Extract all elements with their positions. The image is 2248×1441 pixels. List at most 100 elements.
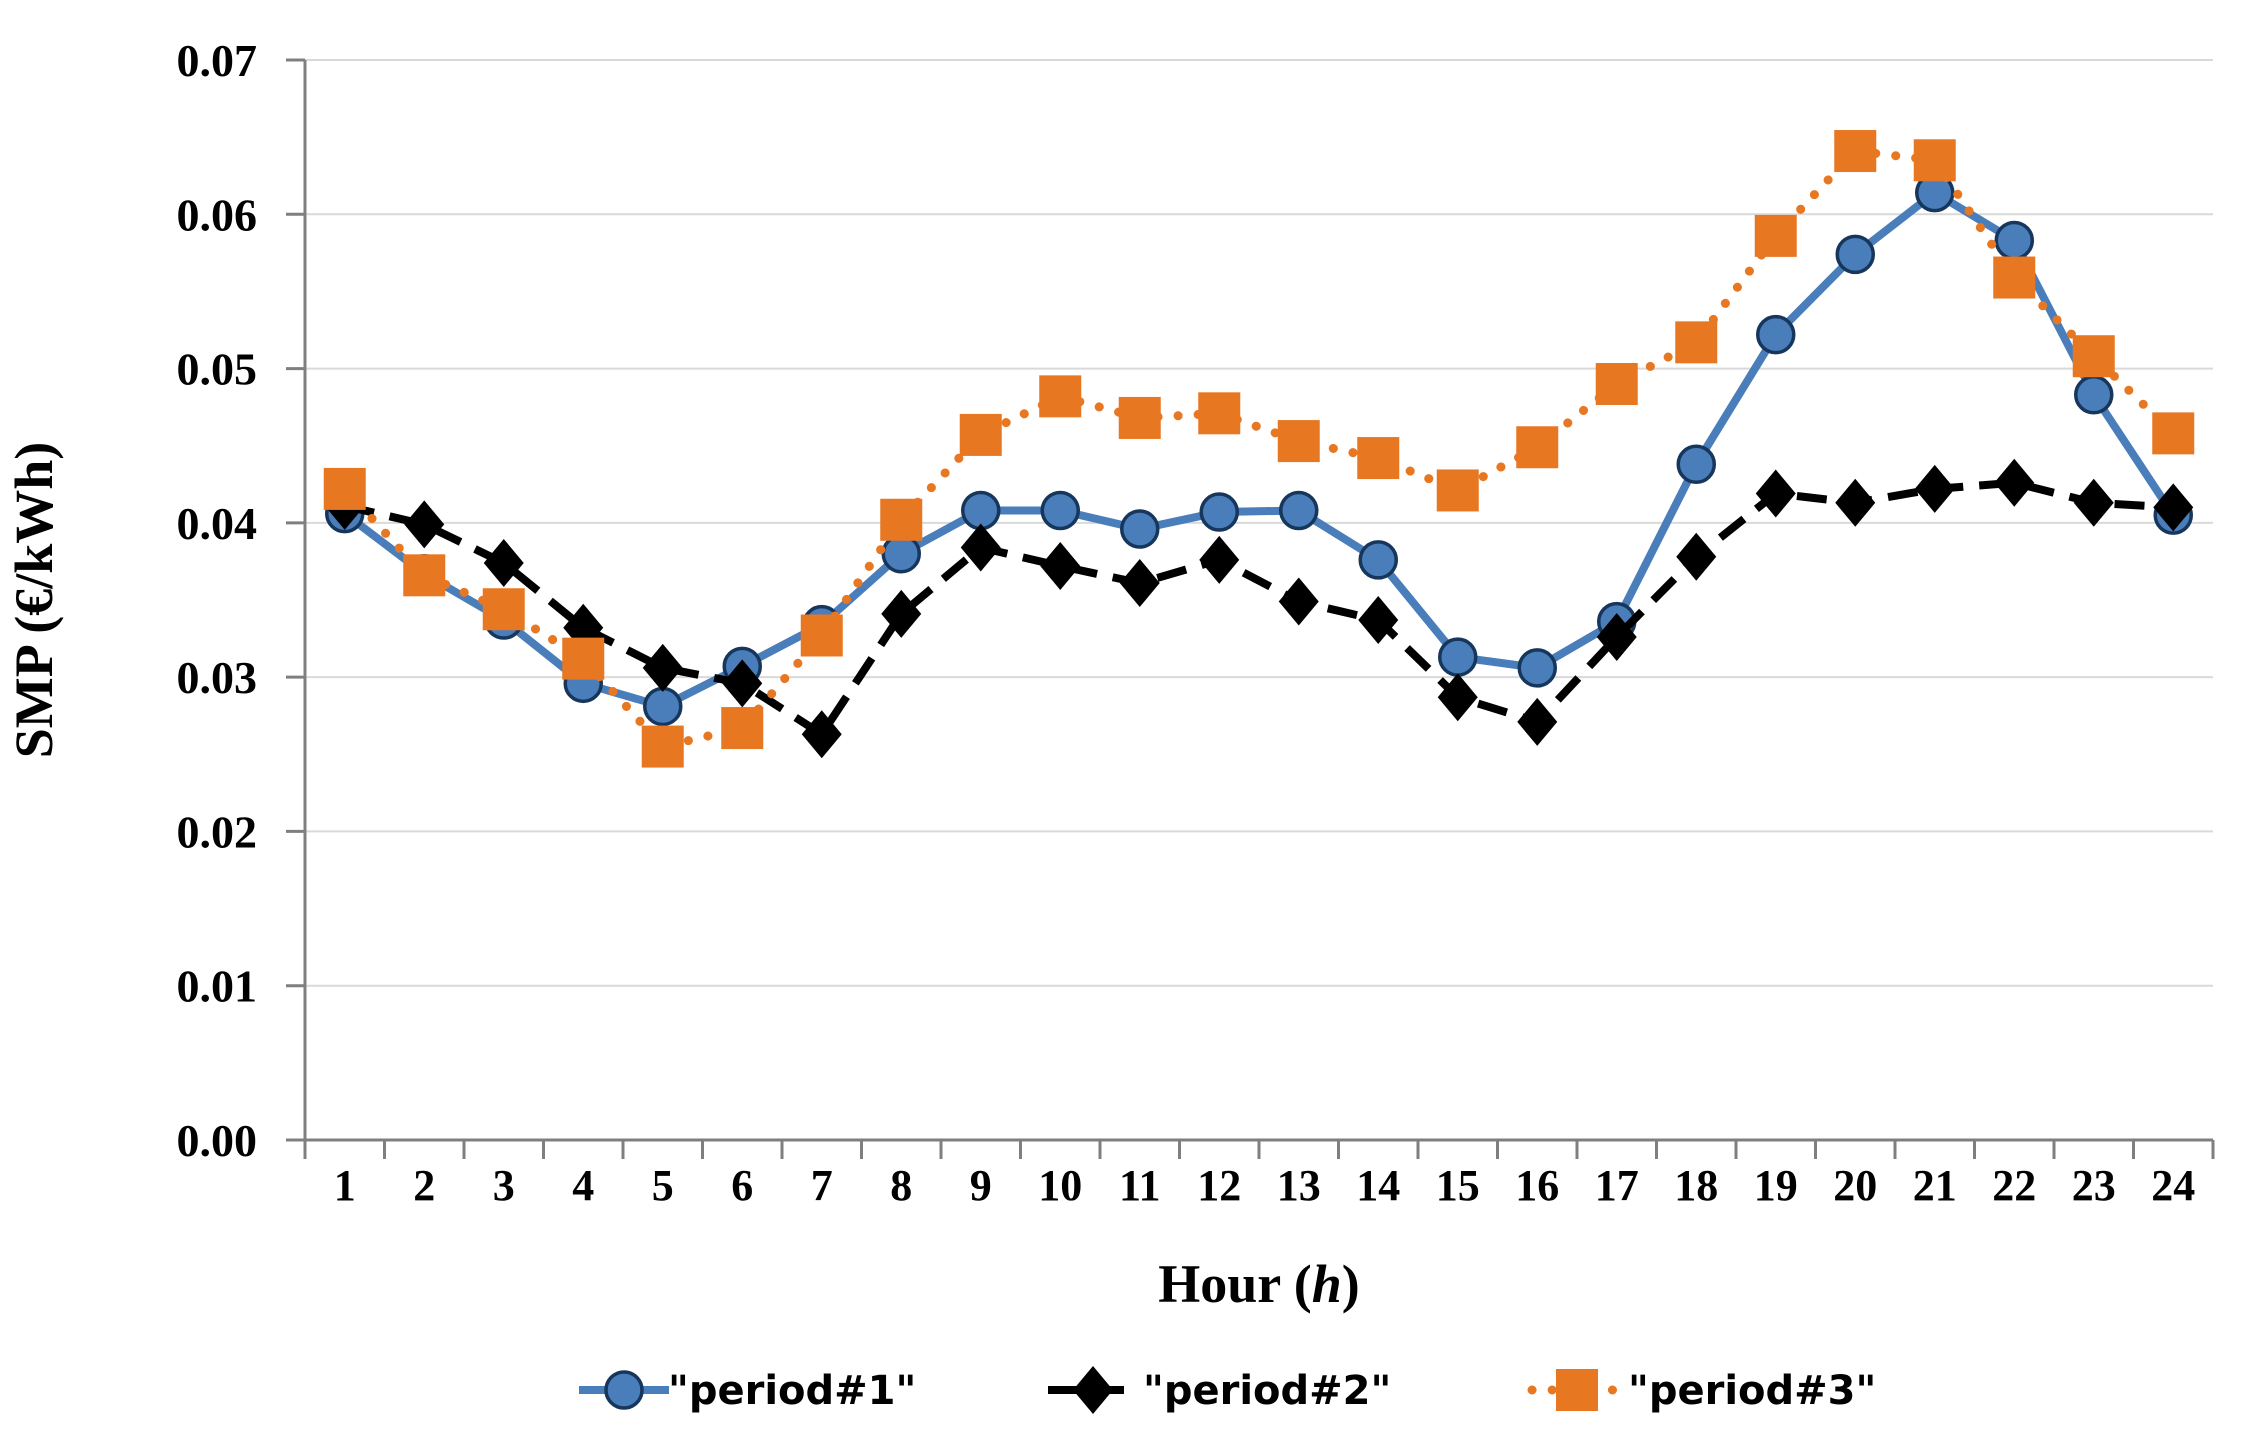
x-tick-label: 4 <box>572 1161 594 1210</box>
data-point <box>1119 559 1160 608</box>
data-point <box>1040 490 1080 531</box>
data-point <box>323 467 366 510</box>
data-point <box>483 538 524 587</box>
x-tick-label: 6 <box>731 1161 753 1210</box>
data-point <box>2153 483 2194 532</box>
x-tick-label: 13 <box>1277 1161 1321 1210</box>
data-point <box>482 588 525 631</box>
data-point <box>2152 412 2195 455</box>
x-tick-label: 22 <box>1992 1161 2036 1210</box>
x-tick-label: 15 <box>1436 1161 1480 1210</box>
x-tick-label: 21 <box>1913 1161 1957 1210</box>
x-tick-label: 16 <box>1515 1161 1559 1210</box>
data-point <box>800 614 843 657</box>
data-point <box>1596 613 1637 662</box>
legend-label: "period#1" <box>668 1368 916 1414</box>
x-tick-label: 1 <box>334 1161 356 1210</box>
data-point <box>2074 375 2114 415</box>
y-tick-label: 0.03 <box>177 652 258 703</box>
data-point <box>1516 426 1559 469</box>
x-axis-labels: 1 2 3 4 5 6 7 8 9 10 11 12 13 14 15 16 17 18 19 20 21 22 23 24 <box>334 1161 2196 1210</box>
data-point <box>1994 220 2034 261</box>
data-point <box>2072 335 2115 378</box>
legend-item-period-2: "period#2" <box>1048 1366 1391 1414</box>
axes <box>286 58 2215 1159</box>
y-axis-title: SMP (€/kWh) <box>4 442 64 759</box>
data-point <box>1358 540 1398 580</box>
data-point <box>1994 458 2035 507</box>
data-point <box>1358 596 1399 645</box>
data-point <box>959 413 1002 456</box>
series-period-3 <box>323 130 2195 768</box>
data-point <box>1675 321 1718 364</box>
data-point <box>1517 697 1558 746</box>
data-point <box>1556 1369 1598 1411</box>
data-point <box>1199 492 1239 532</box>
data-point <box>881 533 921 574</box>
y-tick-label: 0.01 <box>177 961 258 1012</box>
x-tick-label: 23 <box>2072 1161 2116 1210</box>
x-tick-label: 24 <box>2151 1161 2195 1210</box>
data-point <box>1755 469 1796 518</box>
data-point <box>1198 392 1241 435</box>
data-point <box>1756 314 1796 355</box>
data-point <box>1517 648 1557 688</box>
data-point <box>1595 363 1638 405</box>
x-tick-label: 20 <box>1833 1161 1877 1210</box>
data-point <box>721 707 764 750</box>
y-axis-labels: 0.00 0.01 0.02 0.03 0.04 0.05 0.06 0.07 <box>177 35 258 1166</box>
y-gridlines <box>305 59 2213 987</box>
data-point <box>961 490 1001 531</box>
data-point <box>1199 535 1240 584</box>
x-tick-label: 3 <box>493 1161 515 1210</box>
data-point <box>1676 532 1717 581</box>
data-point <box>1277 420 1320 463</box>
data-point <box>2073 478 2114 527</box>
x-tick-label: 19 <box>1754 1161 1798 1210</box>
data-point <box>643 686 683 727</box>
data-point <box>1913 139 1956 182</box>
series-line <box>340 146 2178 752</box>
data-point <box>1040 542 1081 591</box>
data-point <box>604 1370 644 1410</box>
x-tick-label: 7 <box>811 1161 833 1210</box>
data-point <box>1278 577 1319 626</box>
x-tick-label: 8 <box>890 1161 912 1210</box>
data-point <box>641 725 684 768</box>
y-tick-label: 0.00 <box>177 1115 258 1166</box>
x-tick-label: 11 <box>1119 1161 1161 1210</box>
x-tick-label: 5 <box>652 1161 674 1210</box>
data-point <box>1754 214 1797 257</box>
data-point <box>1039 375 1082 418</box>
data-point <box>1120 509 1160 549</box>
y-tick-label: 0.06 <box>177 189 258 240</box>
x-tick-label: 2 <box>413 1161 435 1210</box>
data-point <box>1279 490 1319 531</box>
data-point <box>404 500 445 549</box>
x-tick-label: 10 <box>1038 1161 1082 1210</box>
data-point <box>642 643 683 692</box>
data-point <box>1438 637 1478 677</box>
x-tick-label: 12 <box>1197 1161 1241 1210</box>
y-tick-label: 0.04 <box>177 498 258 549</box>
series-period-2 <box>324 458 2194 759</box>
data-point <box>1436 469 1479 512</box>
data-point <box>1676 444 1716 484</box>
legend-item-period-1: "period#1" <box>579 1368 916 1414</box>
data-point <box>1993 256 2036 299</box>
x-tick-label: 14 <box>1356 1161 1400 1210</box>
legend-label: "period#2" <box>1143 1368 1391 1414</box>
data-point <box>1118 396 1161 439</box>
data-point <box>1357 437 1400 480</box>
x-tick-label: 9 <box>970 1161 992 1210</box>
data-point <box>1437 673 1478 722</box>
data-point <box>880 498 923 541</box>
data-point <box>403 554 446 597</box>
y-tick-label: 0.05 <box>177 344 258 395</box>
legend: "period#1" "period#2" "period#3" <box>579 1366 1876 1414</box>
y-tick-label: 0.07 <box>177 35 258 86</box>
data-point <box>1835 234 1875 275</box>
data-point <box>881 589 922 638</box>
